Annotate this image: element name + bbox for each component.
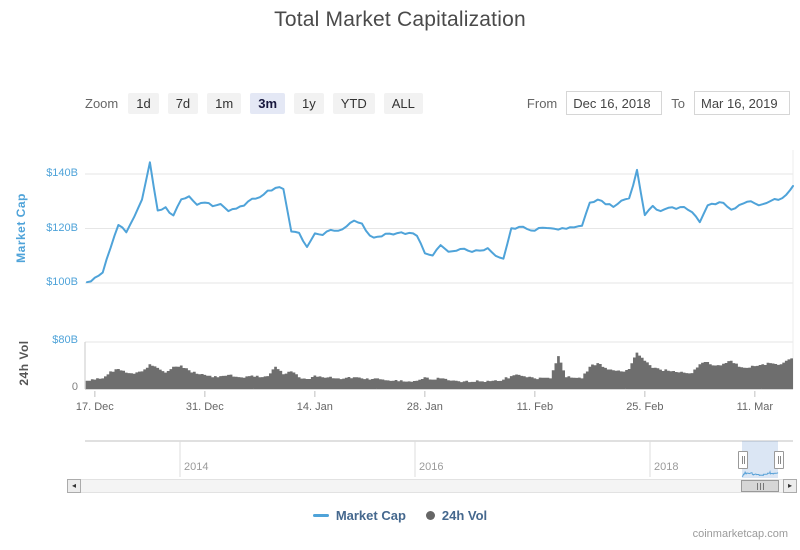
legend-item-market-cap[interactable]: Market Cap <box>312 508 406 523</box>
zoom-button-3m[interactable]: 3m <box>250 92 286 114</box>
zoom-button-1y[interactable]: 1y <box>294 92 324 114</box>
volume-y-axis-title: 24h Vol <box>17 340 31 386</box>
zoom-button-7d[interactable]: 7d <box>167 92 199 114</box>
market-cap-line-series[interactable] <box>86 161 794 284</box>
zoom-button-all[interactable]: ALL <box>383 92 423 114</box>
main-y-axis-label: $120B <box>46 221 78 234</box>
navigator-year-label: 2014 <box>184 461 209 473</box>
to-label: To <box>671 95 685 111</box>
to-date-input[interactable] <box>694 91 790 115</box>
x-axis-label: 17. Dec <box>75 401 114 413</box>
zoom-button-group: 1d 7d 1m 3m 1y YTD ALL <box>128 92 432 114</box>
main-y-axis-label: $140B <box>46 167 78 179</box>
navigator-year-label: 2018 <box>654 461 679 473</box>
line-series-marker-icon <box>312 514 329 517</box>
zoom-button-1d[interactable]: 1d <box>128 92 159 114</box>
watermark-credit: coinmarketcap.com <box>692 528 788 540</box>
volume-y-axis-label: $80B <box>52 334 78 346</box>
scrollbar-thumb[interactable] <box>741 480 779 492</box>
navigator-year-label: 2016 <box>419 461 444 473</box>
scrollbar-track[interactable] <box>67 479 797 493</box>
zoom-label: Zoom <box>85 95 119 111</box>
x-axis-label: 25. Feb <box>626 401 664 413</box>
volume-bars-series[interactable] <box>85 352 793 389</box>
x-axis-label: 11. Feb <box>516 401 554 413</box>
main-y-axis-label: $100B <box>46 276 78 288</box>
zoom-button-1m[interactable]: 1m <box>207 92 242 114</box>
x-axis-label: 28. Jan <box>406 401 443 413</box>
dot-series-marker-icon <box>425 511 435 520</box>
x-axis-label: 14. Jan <box>296 401 333 413</box>
chart-toolbar: Zoom 1d 7d 1m 3m 1y YTD ALL From To <box>85 90 790 116</box>
navigator-selected-range[interactable] <box>742 441 778 478</box>
legend: Market Cap 24h Vol <box>0 508 800 523</box>
scrollbar-right-arrow-icon[interactable]: ▸ <box>783 479 797 493</box>
x-axis-label: 31. Dec <box>185 401 224 413</box>
navigator-left-handle-icon[interactable] <box>738 451 748 469</box>
page-title: Total Market Capitalization <box>274 8 526 31</box>
x-axis-label: 11. Mar <box>736 401 774 413</box>
legend-label: Market Cap <box>335 508 406 523</box>
main-y-axis-title: Market Cap <box>14 193 28 263</box>
zoom-button-ytd[interactable]: YTD <box>332 92 375 114</box>
from-date-input[interactable] <box>566 91 663 115</box>
legend-label: 24h Vol <box>441 508 488 523</box>
navigator-right-handle-icon[interactable] <box>774 451 784 469</box>
scrollbar-left-arrow-icon[interactable]: ◂ <box>67 479 81 493</box>
volume-y-axis-label: 0 <box>71 381 78 393</box>
from-label: From <box>526 95 558 111</box>
legend-item-24h-vol[interactable]: 24h Vol <box>425 508 488 523</box>
